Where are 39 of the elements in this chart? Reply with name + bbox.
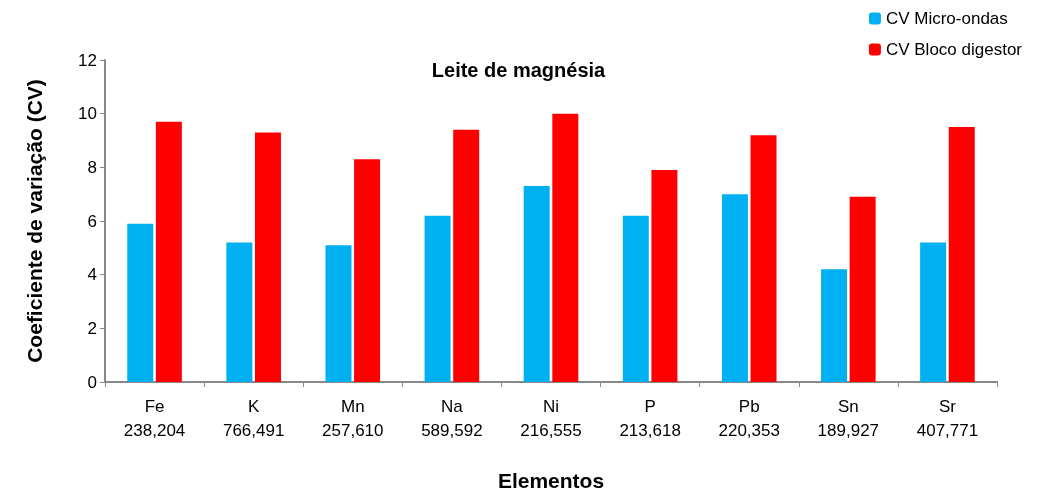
x-tick-label: Pb 220,353 bbox=[718, 396, 780, 440]
bar bbox=[453, 129, 480, 382]
bar bbox=[254, 132, 281, 382]
bar bbox=[849, 196, 876, 382]
y-axis-title: Coeficiente de variação (CV) bbox=[23, 79, 46, 363]
bar bbox=[226, 242, 253, 382]
x-tick-label: Ni 216,555 bbox=[520, 396, 582, 440]
y-tick-label: 8 bbox=[87, 157, 97, 177]
bar bbox=[651, 170, 678, 382]
x-tick-label: Mn 257,610 bbox=[322, 396, 384, 440]
bar bbox=[920, 242, 947, 382]
bar bbox=[325, 245, 352, 382]
x-tick-label: K 766,491 bbox=[222, 396, 285, 440]
x-tick-label: Fe 238,204 bbox=[123, 396, 186, 440]
bar bbox=[424, 215, 451, 382]
bar bbox=[354, 159, 381, 382]
y-tick-label: 0 bbox=[87, 372, 97, 392]
x-tick-label: Sn 189,927 bbox=[817, 396, 880, 440]
x-tick-label: Na 589,592 bbox=[421, 396, 483, 440]
bar bbox=[821, 269, 848, 382]
chart-title: Leite de magnésia bbox=[431, 59, 607, 81]
bar bbox=[523, 186, 550, 382]
legend-label: CV Bloco digestor bbox=[885, 40, 1023, 59]
bar bbox=[721, 194, 748, 382]
y-tick-label: 4 bbox=[87, 265, 97, 285]
bar bbox=[127, 223, 154, 382]
legend-label: CV Micro-ondas bbox=[885, 9, 1008, 28]
bar bbox=[155, 121, 182, 382]
bar bbox=[552, 113, 579, 382]
y-tick-label: 10 bbox=[78, 104, 97, 124]
bar bbox=[750, 135, 777, 382]
y-tick-label: 2 bbox=[87, 318, 97, 338]
x-tick-label: P 213,618 bbox=[619, 396, 681, 440]
bar bbox=[948, 127, 975, 382]
x-tick-label: Sr 407,771 bbox=[916, 396, 979, 440]
y-tick-label: 12 bbox=[78, 50, 97, 70]
x-axis-title: Elementos bbox=[497, 469, 605, 492]
bar bbox=[622, 215, 649, 382]
y-tick-label: 6 bbox=[87, 211, 97, 231]
